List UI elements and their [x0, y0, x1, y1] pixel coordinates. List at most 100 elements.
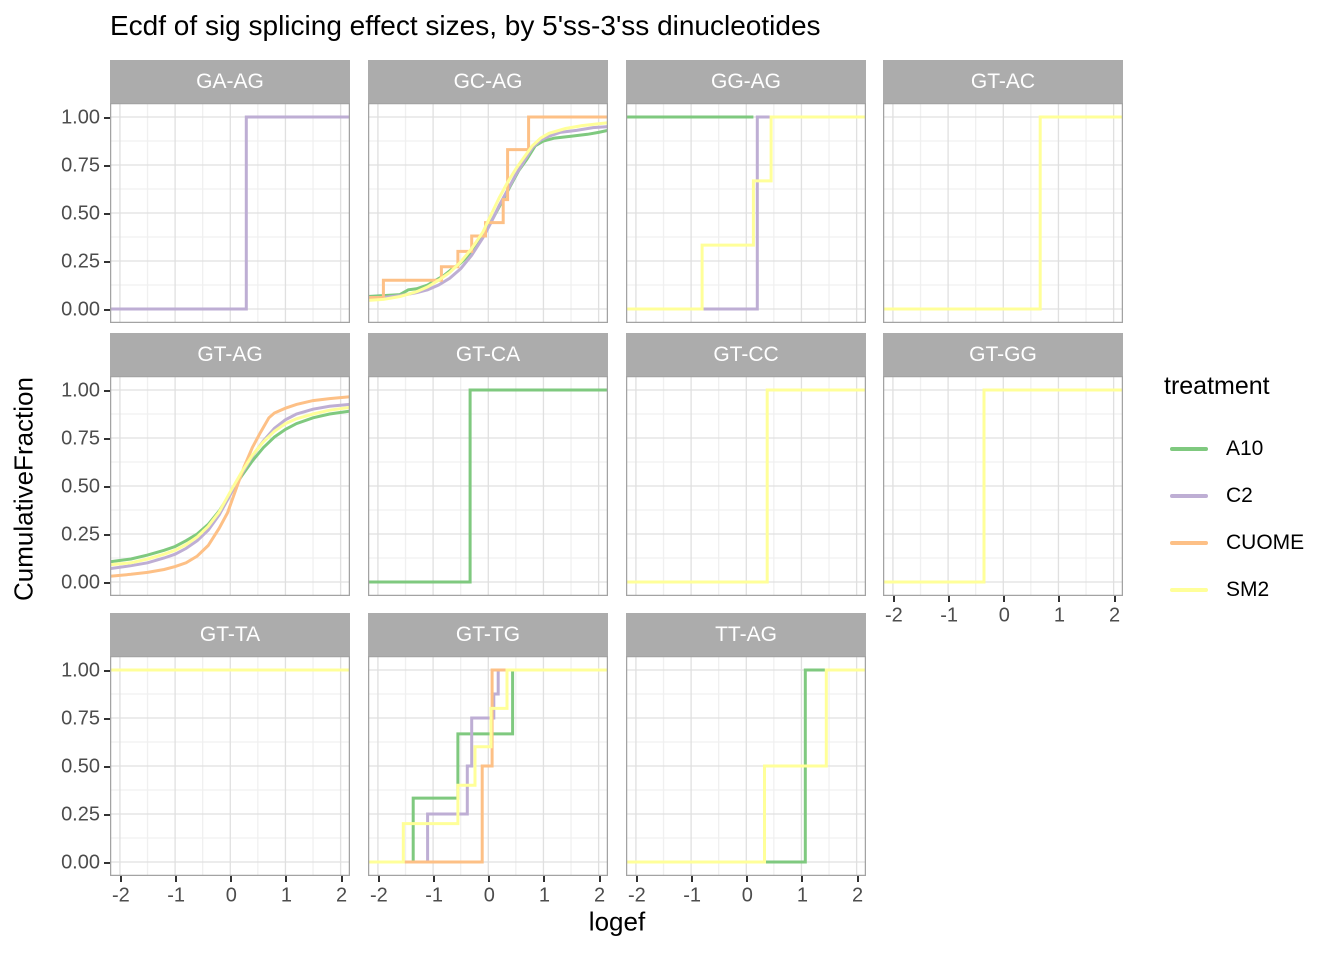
- x-tick-label: -1: [683, 884, 701, 907]
- legend-key-line-icon: [1170, 540, 1208, 545]
- axis-tick: [104, 261, 110, 263]
- axis-tick: [104, 862, 110, 864]
- axis-tick: [691, 876, 693, 882]
- x-tick-label: -2: [885, 604, 903, 627]
- axis-tick: [104, 165, 110, 167]
- y-tick-label: 0.50: [61, 755, 100, 778]
- ecdf-line-c2: [110, 115, 350, 311]
- legend-key-line-icon: [1170, 446, 1208, 451]
- axis-tick: [104, 670, 110, 672]
- legend-label: C2: [1226, 483, 1253, 507]
- y-tick-label: 0.75: [61, 154, 100, 177]
- axis-tick: [1003, 596, 1005, 602]
- facet-strip-ga-ag: GA-AG: [110, 60, 350, 103]
- axis-tick: [230, 876, 232, 882]
- legend-item-cuome: CUOME: [1164, 519, 1304, 566]
- x-tick-label: 0: [998, 604, 1010, 627]
- axis-tick: [104, 582, 110, 584]
- x-tick-label: -2: [112, 884, 130, 907]
- y-axis-title: CumulativeFraction: [8, 377, 39, 601]
- facet-strip-gt-ac: GT-AC: [883, 60, 1123, 103]
- axis-tick: [104, 213, 110, 215]
- facet-strip-gg-ag: GG-AG: [626, 60, 866, 103]
- facet-strip-gt-tg: GT-TG: [368, 613, 608, 656]
- axis-tick: [104, 309, 110, 311]
- facet-strip-gt-cc: GT-CC: [626, 333, 866, 376]
- ecdf-line-a10: [368, 388, 608, 584]
- ecdf-line-sm2: [883, 115, 1123, 311]
- x-tick-label: 2: [336, 884, 348, 907]
- facet-panel-gt-ta: [110, 656, 350, 876]
- ecdf-line-sm2: [368, 121, 608, 302]
- legend-item-c2: C2: [1164, 472, 1304, 519]
- y-tick-label: 0.00: [61, 571, 100, 594]
- axis-tick: [104, 718, 110, 720]
- axis-tick: [488, 876, 490, 882]
- x-tick-label: -1: [940, 604, 958, 627]
- y-tick-label: 0.25: [61, 250, 100, 273]
- axis-tick: [104, 766, 110, 768]
- x-tick-label: 0: [483, 884, 495, 907]
- x-tick-label: 2: [1109, 604, 1121, 627]
- y-tick-label: 0.75: [61, 707, 100, 730]
- axis-tick: [746, 876, 748, 882]
- facet-panel-ga-ag: [110, 103, 350, 323]
- x-tick-label: 2: [594, 884, 606, 907]
- axis-tick: [636, 876, 638, 882]
- axis-tick: [104, 438, 110, 440]
- facet-panel-gt-ac: [883, 103, 1123, 323]
- facet-strip-gt-ca: GT-CA: [368, 333, 608, 376]
- ecdf-line-sm2: [626, 668, 866, 864]
- axis-tick: [948, 596, 950, 602]
- axis-tick: [1114, 596, 1116, 602]
- axis-tick: [104, 534, 110, 536]
- plot-title: Ecdf of sig splicing effect sizes, by 5'…: [110, 10, 821, 41]
- axis-tick: [857, 876, 859, 882]
- legend-label: A10: [1226, 436, 1264, 460]
- y-tick-label: 1.00: [61, 106, 100, 129]
- x-tick-label: -2: [370, 884, 388, 907]
- y-tick-label: 0.75: [61, 427, 100, 450]
- axis-tick: [893, 596, 895, 602]
- axis-tick: [104, 814, 110, 816]
- axis-tick: [378, 876, 380, 882]
- axis-tick: [285, 876, 287, 882]
- axis-tick: [801, 876, 803, 882]
- legend-items: A10 C2 CUOME SM2: [1164, 425, 1304, 613]
- facet-panel-gt-gg: [883, 376, 1123, 596]
- ecdf-line-sm2: [368, 668, 608, 864]
- x-tick-label: -1: [425, 884, 443, 907]
- facet-strip-gt-ta: GT-TA: [110, 613, 350, 656]
- x-tick-label: -1: [167, 884, 185, 907]
- x-tick-label: 0: [225, 884, 237, 907]
- y-tick-label: 0.25: [61, 523, 100, 546]
- y-tick-label: 0.50: [61, 475, 100, 498]
- facet-strip-gt-gg: GT-GG: [883, 333, 1123, 376]
- axis-tick: [341, 876, 343, 882]
- facet-panel-gt-ca: [368, 376, 608, 596]
- facet-strip-gc-ag: GC-AG: [368, 60, 608, 103]
- legend-item-a10: A10: [1164, 425, 1304, 472]
- axis-tick: [175, 876, 177, 882]
- legend-label: CUOME: [1226, 530, 1305, 554]
- ecdf-line-c2: [368, 668, 608, 864]
- facet-panel-gt-tg: [368, 656, 608, 876]
- x-tick-label: -2: [628, 884, 646, 907]
- axis-tick: [104, 117, 110, 119]
- axis-tick: [543, 876, 545, 882]
- ecdf-line-sm2: [626, 388, 866, 584]
- axis-tick: [1058, 596, 1060, 602]
- y-tick-label: 1.00: [61, 659, 100, 682]
- axis-tick: [599, 876, 601, 882]
- legend-item-sm2: SM2: [1164, 566, 1304, 613]
- facet-panel-gg-ag: [626, 103, 866, 323]
- facet-panel-gc-ag: [368, 103, 608, 323]
- facet-strip-gt-ag: GT-AG: [110, 333, 350, 376]
- facet-panel-gt-cc: [626, 376, 866, 596]
- x-axis-title: logef: [588, 906, 646, 937]
- legend: treatment A10 C2 CUOME SM2: [1164, 372, 1304, 613]
- ecdf-line-cuome: [110, 395, 350, 578]
- y-tick-label: 1.00: [61, 379, 100, 402]
- x-tick-label: 0: [741, 884, 753, 907]
